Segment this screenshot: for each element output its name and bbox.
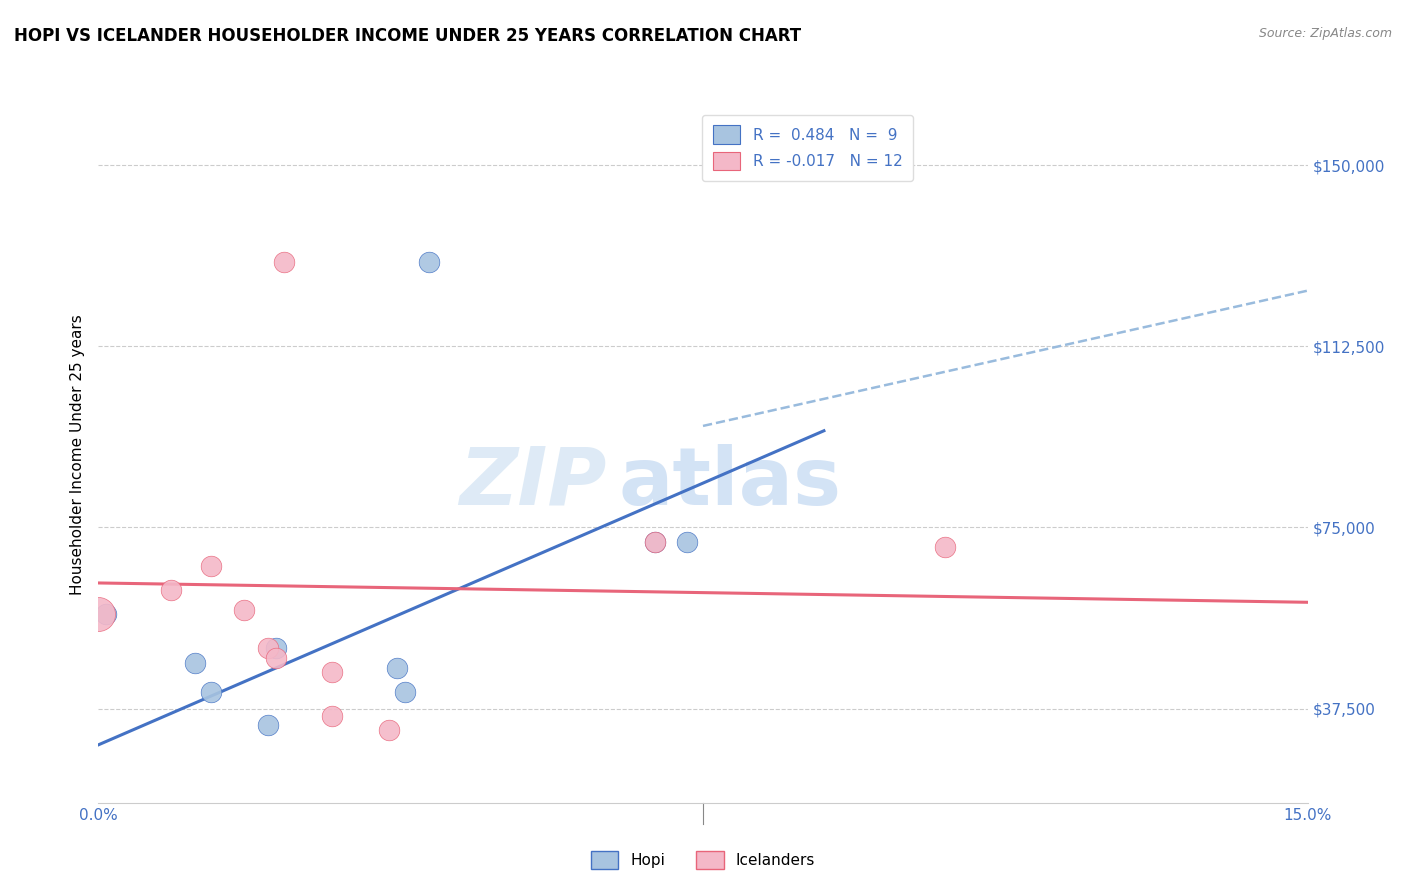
Y-axis label: Householder Income Under 25 years: Householder Income Under 25 years: [69, 315, 84, 595]
Point: [644, 534, 666, 549]
Point: [394, 684, 416, 698]
Point: [934, 540, 956, 554]
Point: [87, 607, 110, 622]
Point: [200, 559, 222, 574]
Text: ZIP: ZIP: [458, 443, 606, 522]
Point: [256, 641, 278, 656]
Point: [96, 607, 118, 622]
Point: [256, 718, 278, 732]
Point: [377, 723, 399, 738]
Text: HOPI VS ICELANDER HOUSEHOLDER INCOME UNDER 25 YEARS CORRELATION CHART: HOPI VS ICELANDER HOUSEHOLDER INCOME UND…: [14, 27, 801, 45]
Point: [321, 665, 343, 680]
Legend: Hopi, Icelanders: Hopi, Icelanders: [585, 845, 821, 875]
Text: atlas: atlas: [619, 443, 841, 522]
Text: Source: ZipAtlas.com: Source: ZipAtlas.com: [1258, 27, 1392, 40]
Point: [644, 534, 666, 549]
Point: [264, 641, 287, 656]
Point: [385, 660, 408, 674]
Point: [676, 534, 699, 549]
Point: [184, 656, 207, 670]
Point: [200, 684, 222, 698]
Point: [321, 708, 343, 723]
Point: [232, 602, 254, 616]
Point: [264, 651, 287, 665]
Point: [418, 254, 440, 268]
Legend: R =  0.484   N =  9, R = -0.017   N = 12: R = 0.484 N = 9, R = -0.017 N = 12: [702, 115, 912, 181]
Point: [273, 254, 295, 268]
Point: [160, 583, 183, 598]
